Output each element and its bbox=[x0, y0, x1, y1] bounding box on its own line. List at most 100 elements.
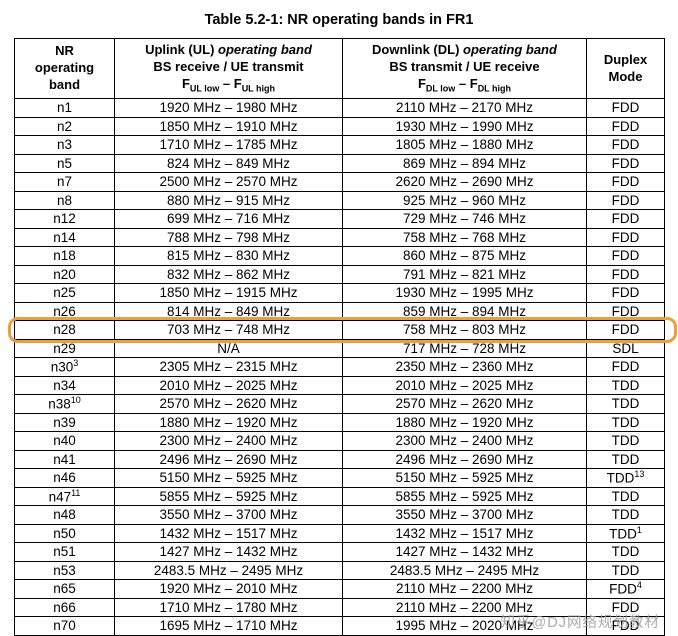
table-body: n1 1920 MHz – 1980 MHz 2110 MHz – 2170 MHz… bbox=[14, 98, 665, 636]
uplink-cell: 2570 MHz – 2620 MHz bbox=[114, 394, 343, 414]
duplex-cell: FDD bbox=[586, 264, 665, 285]
downlink-cell: 2620 MHz – 2690 MHz bbox=[342, 172, 587, 192]
band-cell: n40 bbox=[14, 431, 115, 451]
band-cell: n70 bbox=[14, 616, 115, 636]
duplex-cell: TDD bbox=[586, 542, 665, 562]
band-cell: n5 bbox=[14, 153, 115, 174]
uplink-cell: 1432 MHz – 1517 MHz bbox=[114, 523, 343, 544]
uplink-cell: 2010 MHz – 2025 MHz bbox=[114, 375, 343, 396]
band-cell: n7 bbox=[14, 172, 115, 192]
table-row: n41 2496 MHz – 2690 MHz 2496 MHz – 2690 MH… bbox=[14, 449, 665, 470]
header-row: NR operating band Uplink (UL) operating … bbox=[14, 37, 665, 100]
downlink-cell: 2483.5 MHz – 2495 MHz bbox=[342, 560, 587, 581]
header-line: Uplink (UL) bbox=[145, 42, 219, 57]
downlink-cell: 2110 MHz – 2200 MHz bbox=[342, 597, 587, 618]
table-row: n29 N/A 717 MHz – 728 MHz SDL bbox=[14, 338, 665, 359]
header-line-italic: operating band bbox=[463, 42, 557, 57]
duplex-cell: SDL bbox=[586, 338, 665, 359]
duplex-cell: FDD bbox=[586, 320, 665, 340]
duplex-cell: TDD1 bbox=[586, 523, 665, 544]
uplink-cell: 832 MHz – 862 MHz bbox=[114, 264, 343, 285]
table-row: n53 2483.5 MHz – 2495 MHz 2483.5 MHz – 249… bbox=[14, 560, 665, 581]
uplink-cell: 1710 MHz – 1785 MHz bbox=[114, 135, 343, 155]
uplink-cell: 1920 MHz – 2010 MHz bbox=[114, 579, 343, 599]
downlink-cell: 1432 MHz – 1517 MHz bbox=[342, 523, 587, 544]
duplex-cell: FDD bbox=[586, 135, 665, 155]
uplink-cell: 2483.5 MHz – 2495 MHz bbox=[114, 560, 343, 581]
uplink-cell: N/A bbox=[114, 338, 343, 359]
band-cell: n303 bbox=[14, 357, 115, 377]
duplex-cell: TDD bbox=[586, 394, 665, 414]
header-line: BS receive / UE transmit bbox=[153, 58, 304, 74]
band-cell: n50 bbox=[14, 523, 115, 544]
duplex-cell: TDD bbox=[586, 375, 665, 396]
col-header-uplink: Uplink (UL) operating band BS receive / … bbox=[114, 37, 343, 100]
downlink-cell: 1930 MHz – 1990 MHz bbox=[342, 116, 587, 137]
downlink-cell: 758 MHz – 768 MHz bbox=[342, 227, 587, 248]
uplink-cell: 814 MHz – 849 MHz bbox=[114, 301, 343, 322]
table-row: n4711 5855 MHz – 5925 MHz 5855 MHz – 5925 … bbox=[14, 486, 665, 507]
duplex-cell: TDD bbox=[586, 505, 665, 525]
band-cell: n41 bbox=[14, 449, 115, 470]
header-line: NR bbox=[55, 43, 74, 59]
uplink-cell: 880 MHz – 915 MHz bbox=[114, 190, 343, 211]
table-row: n48 3550 MHz – 3700 MHz 3550 MHz – 3700 MH… bbox=[14, 505, 665, 525]
downlink-cell: 2350 MHz – 2360 MHz bbox=[342, 357, 587, 377]
downlink-cell: 3550 MHz – 3700 MHz bbox=[342, 505, 587, 525]
band-cell: n39 bbox=[14, 412, 115, 433]
table-row: n7 2500 MHz – 2570 MHz 2620 MHz – 2690 MHz… bbox=[14, 172, 665, 192]
uplink-cell: 1695 MHz – 1710 MHz bbox=[114, 616, 343, 636]
band-cell: n12 bbox=[14, 209, 115, 229]
table-row: n40 2300 MHz – 2400 MHz 2300 MHz – 2400 MH… bbox=[14, 431, 665, 451]
page-title: Table 5.2-1: NR operating bands in FR1 bbox=[204, 12, 474, 28]
table-row: n5 824 MHz – 849 MHz 869 MHz – 894 MHz FDD bbox=[14, 153, 665, 174]
duplex-cell: FDD bbox=[586, 357, 665, 377]
uplink-cell: 1850 MHz – 1915 MHz bbox=[114, 283, 343, 303]
freq-symbol: F bbox=[417, 75, 426, 91]
uplink-cell: 824 MHz – 849 MHz bbox=[114, 153, 343, 174]
uplink-cell: 788 MHz – 798 MHz bbox=[114, 227, 343, 248]
table-row: n14 788 MHz – 798 MHz 758 MHz – 768 MHz FDD bbox=[14, 227, 665, 248]
uplink-cell: 5855 MHz – 5925 MHz bbox=[114, 486, 343, 507]
downlink-cell: 925 MHz – 960 MHz bbox=[342, 190, 587, 211]
uplink-cell: 3550 MHz – 3700 MHz bbox=[114, 505, 343, 525]
duplex-cell: TDD bbox=[586, 486, 665, 507]
downlink-cell: 791 MHz – 821 MHz bbox=[342, 264, 587, 285]
duplex-cell: FDD bbox=[586, 190, 665, 211]
col-header-downlink: Downlink (DL) operating band BS transmit… bbox=[342, 37, 587, 100]
band-cell: n48 bbox=[14, 505, 115, 525]
col-header-nr-band: NR operating band bbox=[14, 37, 115, 100]
downlink-cell: 869 MHz – 894 MHz bbox=[342, 153, 587, 174]
table-row: n50 1432 MHz – 1517 MHz 1432 MHz – 1517 MH… bbox=[14, 523, 665, 544]
table-row: n3 1710 MHz – 1785 MHz 1805 MHz – 1880 MHz… bbox=[14, 135, 665, 155]
duplex-cell: TDD13 bbox=[586, 468, 665, 488]
footnote-superscript: 4 bbox=[636, 580, 642, 591]
band-cell: n1 bbox=[14, 98, 115, 118]
downlink-cell: 2110 MHz – 2200 MHz bbox=[342, 579, 587, 599]
duplex-cell: TDD bbox=[586, 449, 665, 470]
header-line: band bbox=[48, 76, 81, 92]
table-row: n8 880 MHz – 915 MHz 925 MHz – 960 MHz FDD bbox=[14, 190, 665, 211]
downlink-cell: 729 MHz – 746 MHz bbox=[342, 209, 587, 229]
band-cell: n18 bbox=[14, 246, 115, 266]
duplex-cell: FDD bbox=[586, 98, 665, 118]
uplink-cell: 1850 MHz – 1910 MHz bbox=[114, 116, 343, 137]
footnote-superscript: 1 bbox=[636, 524, 642, 535]
duplex-cell: TDD bbox=[586, 431, 665, 451]
duplex-cell: FDD4 bbox=[586, 579, 665, 599]
freq-dash: – bbox=[219, 75, 234, 91]
table-row: n26 814 MHz – 849 MHz 859 MHz – 894 MHz FDD bbox=[14, 301, 665, 322]
band-cell: n28 bbox=[14, 320, 115, 340]
band-cell: n25 bbox=[14, 283, 115, 303]
uplink-cell: 1427 MHz – 1432 MHz bbox=[114, 542, 343, 562]
table-row: n39 1880 MHz – 1920 MHz 1880 MHz – 1920 MH… bbox=[14, 412, 665, 433]
freq-symbol: F bbox=[181, 75, 190, 91]
duplex-cell: TDD bbox=[586, 412, 665, 433]
downlink-cell: 2300 MHz – 2400 MHz bbox=[342, 431, 587, 451]
table-row: n34 2010 MHz – 2025 MHz 2010 MHz – 2025 MH… bbox=[14, 375, 665, 396]
downlink-cell: 717 MHz – 728 MHz bbox=[342, 338, 587, 359]
footnote-superscript: 13 bbox=[634, 469, 645, 480]
footnote-superscript: 10 bbox=[70, 395, 81, 406]
freq-subscript-high: UL high bbox=[241, 83, 276, 94]
table-row: n303 2305 MHz – 2315 MHz 2350 MHz – 2360 M… bbox=[14, 357, 665, 377]
